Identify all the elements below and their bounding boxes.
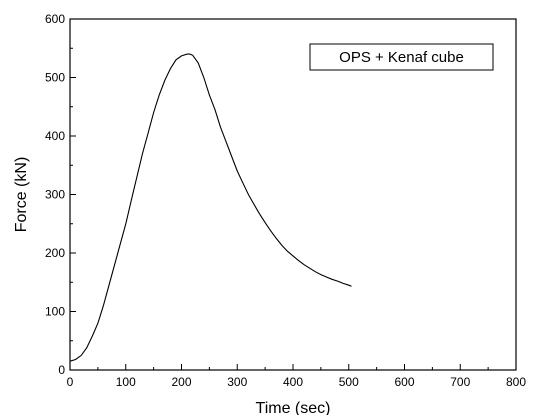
x-tick-label-600: 600 <box>394 375 414 389</box>
axis-ticks <box>69 18 517 371</box>
x-tick-label-300: 300 <box>227 375 247 389</box>
y-tick-label-200: 200 <box>45 246 65 260</box>
series-line-ops-kenaf-cube <box>69 53 352 362</box>
legend-box <box>309 43 494 71</box>
y-tick-label-500: 500 <box>45 71 65 85</box>
x-tick-label-100: 100 <box>116 375 136 389</box>
x-tick-label-700: 700 <box>450 375 470 389</box>
axis-tick-labels: 0 100 200 300 400 500 600 700 800 0 100 200 300 400 50… <box>45 12 526 389</box>
x-tick-label-200: 200 <box>171 375 191 389</box>
y-axis-label: Force (kN) <box>13 157 30 233</box>
y-tick-label-400: 400 <box>45 129 65 143</box>
x-tick-label-400: 400 <box>283 375 303 389</box>
y-tick-label-600: 600 <box>45 12 65 26</box>
x-tick-label-0: 0 <box>67 375 74 389</box>
plot-frame <box>69 18 517 371</box>
x-axis-label: Time (sec) <box>256 400 331 415</box>
x-tick-label-800: 800 <box>506 375 526 389</box>
legend-entry-ops-kenaf-cube: OPS + Kenaf cube <box>339 49 464 66</box>
legend: OPS + Kenaf cube <box>309 43 494 71</box>
y-tick-label-300: 300 <box>45 188 65 202</box>
x-tick-label-500: 500 <box>339 375 359 389</box>
y-tick-label-100: 100 <box>45 305 65 319</box>
y-tick-label-0: 0 <box>58 363 65 377</box>
